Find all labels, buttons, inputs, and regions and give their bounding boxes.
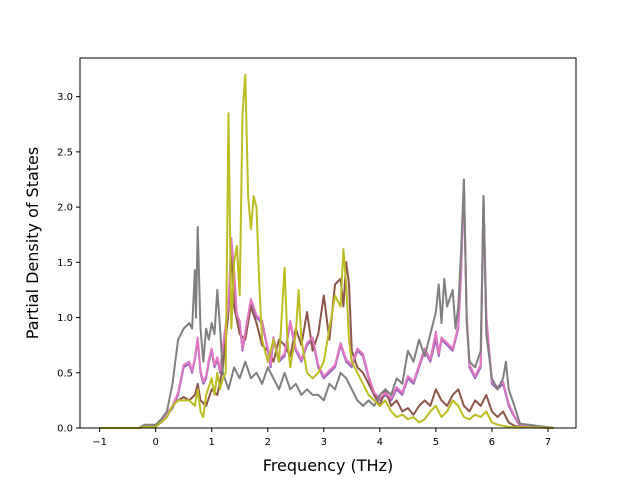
- x-tick-label: 0: [152, 437, 158, 448]
- series-line: [99, 178, 554, 429]
- series-line: [99, 73, 554, 429]
- y-tick-label: 0.5: [57, 368, 73, 379]
- y-tick-label: 1.0: [57, 313, 73, 324]
- y-axis-label: Partial Density of States: [23, 147, 42, 339]
- x-axis-ticks: −1 0 1 2 3 4 5 6 7: [92, 428, 551, 448]
- x-tick-label: 7: [545, 437, 551, 448]
- y-tick-label: 0.0: [57, 424, 73, 435]
- x-tick-label: 5: [433, 437, 439, 448]
- x-axis-label: Frequency (THz): [263, 456, 393, 475]
- y-tick-label: 2.0: [57, 203, 73, 214]
- x-tick-label: 3: [321, 437, 327, 448]
- x-tick-label: 1: [209, 437, 215, 448]
- plot-frame: [79, 57, 577, 429]
- x-tick-label: 4: [377, 437, 383, 448]
- series-line: [99, 244, 554, 429]
- y-axis-ticks: 0.0 0.5 1.0 1.5 2.0 2.5 3.0: [57, 92, 80, 435]
- series-layer: [99, 73, 554, 429]
- y-tick-label: 1.5: [57, 258, 73, 269]
- x-tick-label: 6: [489, 437, 495, 448]
- x-tick-label: 2: [265, 437, 271, 448]
- y-tick-label: 3.0: [57, 92, 73, 103]
- x-tick-label: −1: [92, 437, 107, 448]
- y-tick-label: 2.5: [57, 147, 73, 158]
